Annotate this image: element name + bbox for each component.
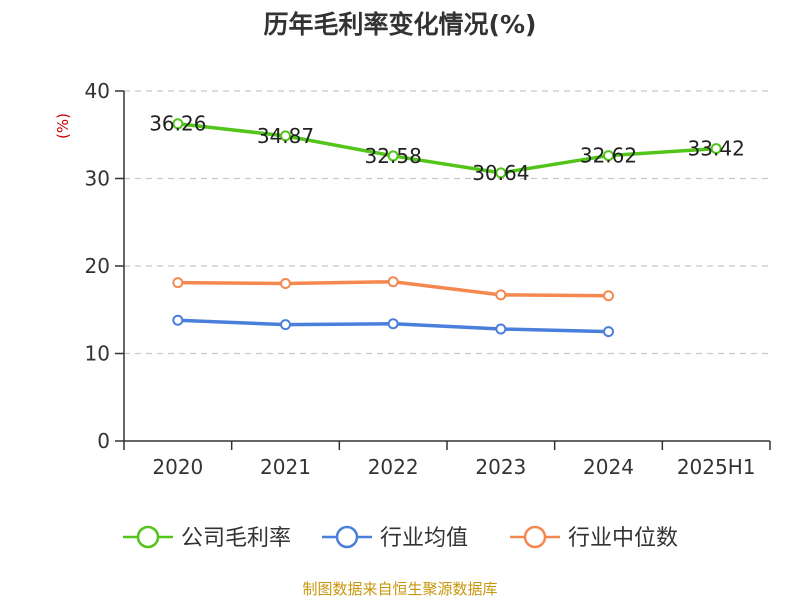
- data-point: [172, 277, 184, 289]
- legend-item-0: 公司毛利率: [123, 525, 291, 551]
- x-tick-label: 2025H1: [677, 455, 756, 479]
- series-1: [172, 314, 614, 338]
- series-2: [172, 276, 614, 302]
- legend-marker: [523, 525, 547, 549]
- legend: 公司毛利率 行业均值 行业中位数: [123, 525, 678, 551]
- x-tick-label: 2021: [260, 455, 311, 479]
- data-point: [280, 319, 291, 331]
- data-label: 34.87: [257, 124, 314, 148]
- chart-title: 历年毛利率变化情况(%): [264, 10, 537, 39]
- data-point: [710, 143, 722, 155]
- grid: [124, 90, 770, 355]
- source-note: 制图数据来自恒生聚源数据库: [302, 580, 497, 598]
- x-tick-label: 2020: [152, 455, 203, 479]
- legend-marker: [136, 525, 160, 549]
- data-label: 36.26: [149, 112, 206, 136]
- data-point: [603, 326, 614, 338]
- x-tick-label: 2024: [583, 455, 634, 479]
- legend-label: 行业中位数: [568, 526, 678, 551]
- legend-item-1: 行业均值: [322, 525, 468, 551]
- data-point: [603, 150, 614, 162]
- y-tick-label: 40: [85, 79, 110, 103]
- series-line: [177, 121, 717, 175]
- series-layer: 36.26 34.87 32.58 30.64 32.62 33.42: [149, 112, 745, 338]
- data-point: [387, 150, 399, 162]
- x-tick-label: 2023: [475, 455, 526, 479]
- data-label: 30.64: [472, 161, 529, 185]
- data-label: 32.62: [580, 144, 637, 168]
- data-point: [280, 130, 291, 142]
- y-tick-label: 30: [85, 167, 110, 191]
- data-point: [172, 118, 184, 130]
- y-tick-label: 0: [97, 429, 110, 453]
- legend-item-2: 行业中位数: [510, 525, 678, 551]
- data-point: [387, 276, 399, 288]
- data-label: 32.58: [365, 144, 422, 168]
- data-point: [495, 289, 507, 301]
- legend-marker: [335, 525, 359, 549]
- data-point: [495, 323, 507, 335]
- y-tick-label: 20: [85, 254, 110, 278]
- data-label: 33.42: [688, 137, 745, 161]
- x-tick-label: 2022: [368, 455, 419, 479]
- data-point: [603, 290, 614, 302]
- data-point: [387, 318, 399, 330]
- y-unit-label: (%): [54, 113, 72, 139]
- series-0: 36.26 34.87 32.58 30.64 32.62 33.42: [149, 112, 745, 185]
- data-point: [280, 278, 291, 289]
- legend-label: 行业均值: [380, 526, 468, 551]
- data-point: [495, 167, 507, 179]
- legend-label: 公司毛利率: [181, 526, 291, 551]
- data-point: [172, 314, 184, 326]
- y-tick-label: 10: [85, 342, 110, 366]
- axes: 0 10 20 30 40 2020 2021 2022 2023 2024 2025H1: [85, 79, 771, 479]
